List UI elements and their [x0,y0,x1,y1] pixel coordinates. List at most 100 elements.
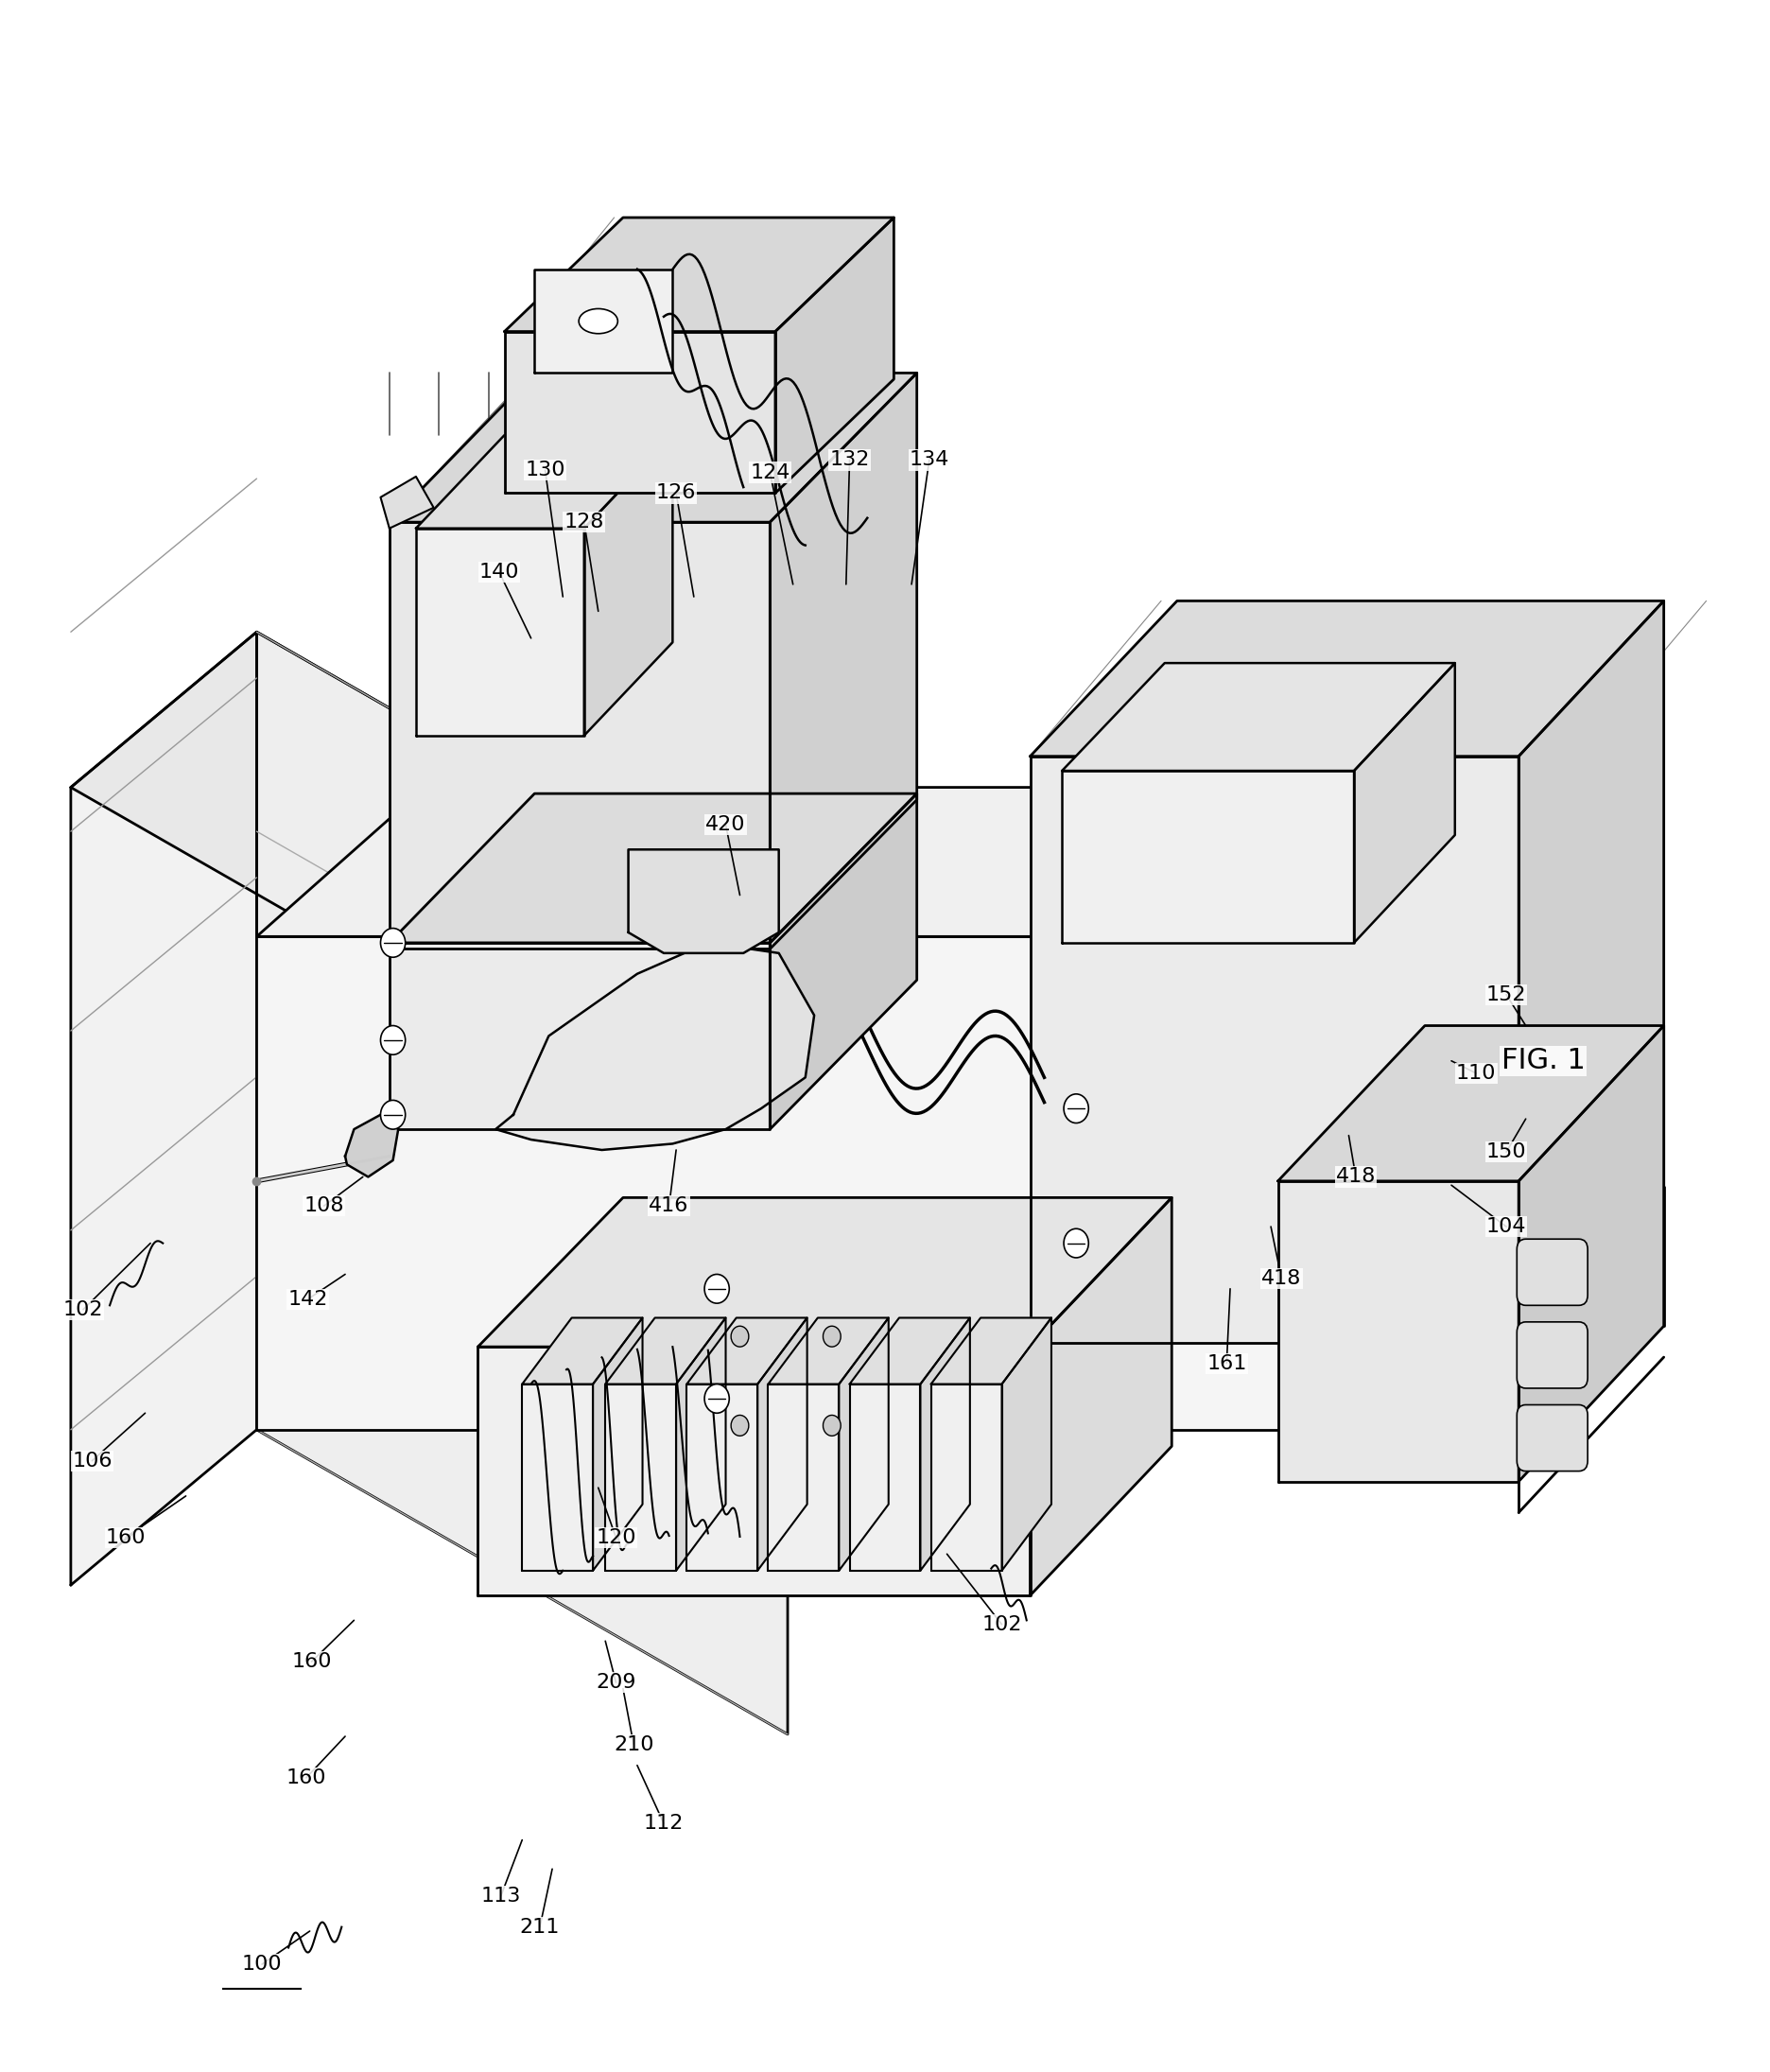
Text: 210: 210 [614,1734,653,1755]
Text: 130: 130 [526,460,565,481]
Polygon shape [71,632,788,1092]
Circle shape [381,1100,405,1129]
Circle shape [704,1384,729,1413]
Polygon shape [1030,601,1664,756]
Polygon shape [1062,663,1455,771]
Polygon shape [1030,756,1519,1343]
Polygon shape [389,794,917,943]
Text: FIG. 1: FIG. 1 [1501,1046,1586,1075]
Polygon shape [257,787,1540,937]
Text: 142: 142 [289,1289,327,1310]
Polygon shape [768,1318,889,1384]
Polygon shape [770,794,917,1129]
Ellipse shape [579,309,618,334]
Polygon shape [535,269,673,373]
Circle shape [823,1415,841,1436]
Text: 112: 112 [644,1813,683,1834]
Polygon shape [931,1384,1002,1571]
Text: 160: 160 [287,1767,326,1788]
Text: 106: 106 [73,1450,112,1471]
Polygon shape [584,435,673,736]
Text: 211: 211 [520,1917,559,1937]
Polygon shape [389,373,917,522]
Polygon shape [1278,1181,1519,1481]
Polygon shape [416,435,673,528]
Text: 124: 124 [750,462,789,483]
Polygon shape [345,1115,398,1177]
Polygon shape [676,1318,726,1571]
Text: 102: 102 [64,1299,103,1320]
Text: 161: 161 [1207,1353,1246,1374]
Polygon shape [605,1384,676,1571]
Text: 132: 132 [830,450,869,470]
Polygon shape [257,937,1372,1430]
Text: 128: 128 [565,512,604,533]
Circle shape [381,1026,405,1055]
Polygon shape [522,1384,593,1571]
Text: 209: 209 [596,1672,635,1693]
Text: 418: 418 [1336,1167,1375,1187]
Polygon shape [496,943,814,1150]
FancyBboxPatch shape [1517,1322,1588,1388]
Polygon shape [504,218,894,332]
Polygon shape [687,1318,807,1384]
Text: 126: 126 [657,483,696,503]
Circle shape [823,1326,841,1347]
Polygon shape [758,1318,807,1571]
Polygon shape [775,218,894,493]
Text: 102: 102 [982,1614,1021,1635]
Polygon shape [687,1384,758,1571]
Polygon shape [593,1318,643,1571]
Text: 420: 420 [706,814,745,835]
Polygon shape [416,528,584,736]
Text: 120: 120 [596,1527,635,1548]
Polygon shape [1278,1026,1664,1181]
Circle shape [731,1326,749,1347]
Polygon shape [504,332,775,493]
Polygon shape [1354,663,1455,943]
Polygon shape [850,1384,920,1571]
Polygon shape [850,1318,970,1384]
Polygon shape [1372,787,1540,1430]
Polygon shape [931,1318,1051,1384]
Circle shape [704,1274,729,1303]
Polygon shape [920,1318,970,1571]
Polygon shape [770,373,917,949]
Text: 160: 160 [292,1651,331,1672]
Polygon shape [381,477,434,528]
Polygon shape [605,1318,726,1384]
Polygon shape [839,1318,889,1571]
Polygon shape [1002,1318,1051,1571]
Text: 416: 416 [650,1196,689,1216]
Text: 108: 108 [304,1196,343,1216]
Text: 152: 152 [1487,984,1526,1005]
Polygon shape [71,632,257,1585]
Text: 110: 110 [1457,1063,1496,1084]
Text: 134: 134 [910,450,949,470]
Polygon shape [389,522,770,949]
Polygon shape [1030,1198,1172,1595]
Polygon shape [628,850,779,953]
Polygon shape [522,1318,643,1384]
Polygon shape [257,632,788,1734]
Text: 113: 113 [481,1886,520,1906]
Text: 140: 140 [480,562,519,582]
Polygon shape [1519,1026,1664,1481]
Polygon shape [478,1198,1172,1347]
Polygon shape [1062,771,1354,943]
FancyBboxPatch shape [1517,1239,1588,1305]
Circle shape [1064,1094,1089,1123]
Polygon shape [768,1384,839,1571]
Circle shape [381,928,405,957]
FancyBboxPatch shape [1517,1405,1588,1471]
Text: 418: 418 [1262,1268,1301,1289]
Text: 150: 150 [1487,1142,1526,1162]
Text: 104: 104 [1487,1216,1526,1237]
Text: 160: 160 [106,1527,145,1548]
Polygon shape [1519,601,1664,1343]
Text: 100: 100 [242,1954,281,1975]
Polygon shape [478,1347,1030,1595]
Polygon shape [389,943,770,1129]
Circle shape [731,1415,749,1436]
Circle shape [1064,1229,1089,1258]
